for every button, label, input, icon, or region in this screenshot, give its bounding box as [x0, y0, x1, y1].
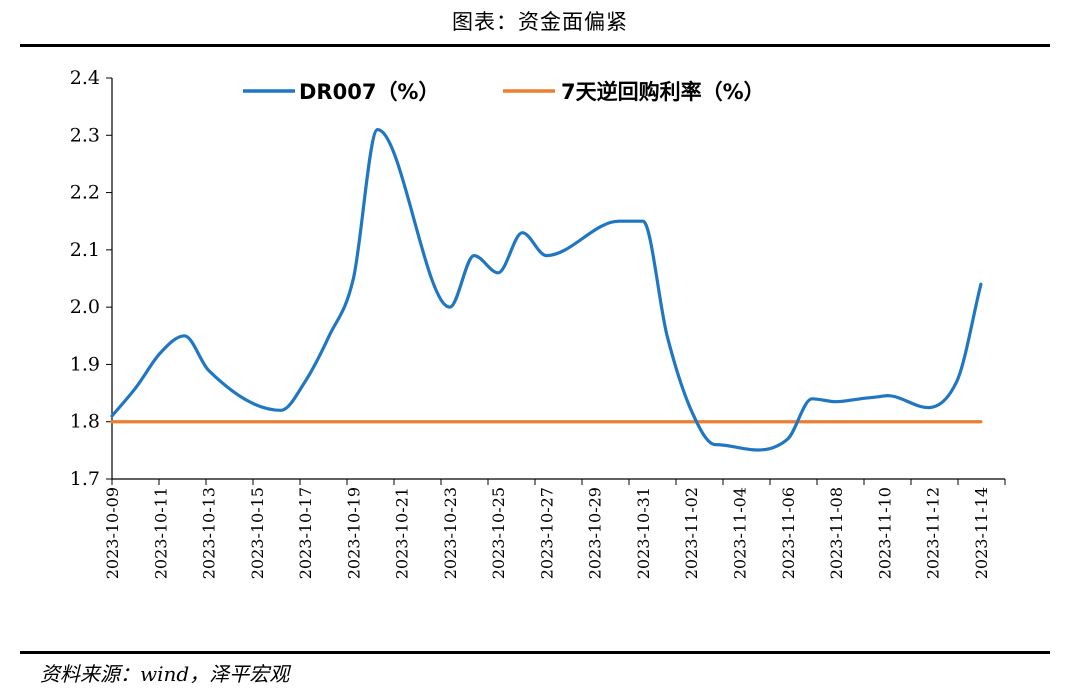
x-tick-label: 2023-10-23 — [441, 487, 460, 579]
x-tick-label: 2023-11-02 — [682, 487, 701, 579]
top-rule — [20, 44, 1050, 47]
y-tick-label: 2.1 — [70, 239, 100, 261]
x-tick-label: 2023-11-04 — [731, 487, 750, 579]
plot-area — [110, 128, 983, 452]
x-tick-label: 2023-11-10 — [875, 487, 894, 579]
x-tick-label: 2023-10-15 — [248, 487, 267, 579]
x-tick-label: 2023-10-25 — [489, 487, 508, 579]
legend-label: 7天逆回购利率（%） — [561, 80, 765, 104]
y-tick-label: 1.8 — [70, 411, 100, 433]
y-tick-label: 1.9 — [70, 353, 100, 375]
figure-title: 图表：资金面偏紧 — [452, 10, 628, 34]
x-tick-label: 2023-11-08 — [827, 487, 846, 579]
legend-item-dr007: DR007（%） — [243, 80, 439, 104]
x-tick-label: 2023-10-21 — [393, 487, 412, 579]
legend-item-reverse-repo: 7天逆回购利率（%） — [503, 80, 765, 104]
x-tick-label: 2023-10-13 — [200, 487, 219, 579]
y-tick-label: 2.2 — [70, 182, 100, 204]
x-tick-label: 2023-10-11 — [151, 487, 170, 579]
y-tick-label: 2.4 — [70, 67, 100, 89]
y-tick-label: 2.0 — [70, 296, 100, 318]
x-tick-label: 2023-11-06 — [779, 487, 798, 579]
series-line-dr007 — [110, 128, 983, 452]
y-tick-label: 1.7 — [70, 468, 100, 490]
source-note: 资料来源：wind，泽平宏观 — [40, 662, 290, 686]
x-tick-label: 2023-10-31 — [634, 487, 653, 579]
legend: DR007（%） 7天逆回购利率（%） — [243, 80, 765, 104]
x-tick-label: 2023-10-17 — [296, 487, 315, 579]
x-tick-label: 2023-11-14 — [972, 487, 991, 579]
x-tick-label: 2023-10-29 — [586, 487, 605, 579]
x-axis: 2023-10-09 2023-10-11 2023-10-13 2023-10-15… — [103, 478, 1006, 579]
x-tick-label: 2023-11-12 — [924, 487, 943, 579]
y-tick-label: 2.3 — [70, 124, 100, 146]
y-axis: 1.7 1.8 1.9 2.0 2.1 2.2 2.3 2.4 — [70, 67, 113, 490]
bottom-rule — [20, 651, 1050, 654]
legend-label: DR007（%） — [299, 80, 439, 104]
x-tick-label: 2023-10-27 — [537, 487, 556, 579]
x-tick-label: 2023-10-09 — [103, 487, 122, 579]
x-tick-label: 2023-10-19 — [344, 487, 363, 579]
